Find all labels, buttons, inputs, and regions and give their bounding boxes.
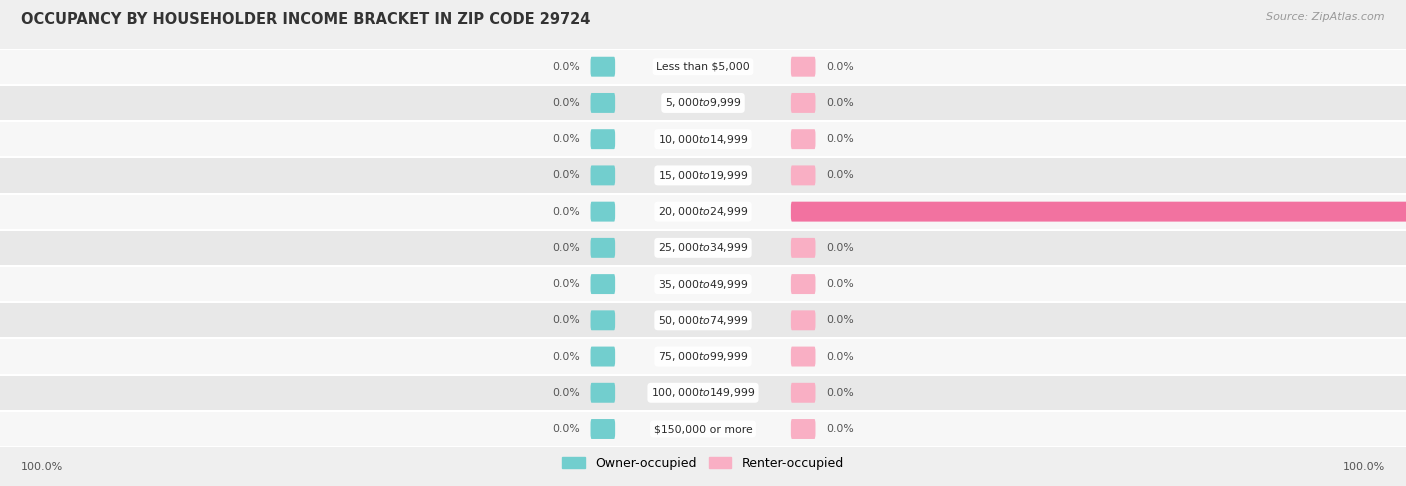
FancyBboxPatch shape: [591, 129, 616, 149]
Text: 0.0%: 0.0%: [553, 315, 581, 325]
Bar: [0, 49, 1406, 85]
Legend: Owner-occupied, Renter-occupied: Owner-occupied, Renter-occupied: [557, 452, 849, 475]
Text: 0.0%: 0.0%: [553, 279, 581, 289]
FancyBboxPatch shape: [790, 274, 815, 294]
Text: 0.0%: 0.0%: [827, 134, 853, 144]
Text: 0.0%: 0.0%: [553, 424, 581, 434]
FancyBboxPatch shape: [790, 238, 815, 258]
FancyBboxPatch shape: [790, 419, 815, 439]
FancyBboxPatch shape: [591, 202, 616, 222]
Bar: [0, 85, 1406, 121]
FancyBboxPatch shape: [591, 383, 616, 403]
Text: 0.0%: 0.0%: [553, 243, 581, 253]
Bar: [0, 411, 1406, 447]
FancyBboxPatch shape: [790, 57, 815, 77]
Text: 0.0%: 0.0%: [553, 207, 581, 217]
Text: 0.0%: 0.0%: [553, 134, 581, 144]
Text: 0.0%: 0.0%: [553, 351, 581, 362]
FancyBboxPatch shape: [790, 93, 815, 113]
Text: $35,000 to $49,999: $35,000 to $49,999: [658, 278, 748, 291]
Text: 0.0%: 0.0%: [827, 424, 853, 434]
Text: $25,000 to $34,999: $25,000 to $34,999: [658, 242, 748, 254]
Text: 0.0%: 0.0%: [827, 98, 853, 108]
Text: 0.0%: 0.0%: [827, 62, 853, 72]
Text: $10,000 to $14,999: $10,000 to $14,999: [658, 133, 748, 146]
Bar: [0, 121, 1406, 157]
Text: 0.0%: 0.0%: [553, 171, 581, 180]
FancyBboxPatch shape: [790, 383, 815, 403]
Text: 0.0%: 0.0%: [827, 279, 853, 289]
Bar: [0, 157, 1406, 193]
FancyBboxPatch shape: [591, 57, 616, 77]
Text: 0.0%: 0.0%: [827, 388, 853, 398]
FancyBboxPatch shape: [591, 419, 616, 439]
Text: 0.0%: 0.0%: [827, 171, 853, 180]
FancyBboxPatch shape: [591, 347, 616, 366]
Text: $100,000 to $149,999: $100,000 to $149,999: [651, 386, 755, 399]
Text: OCCUPANCY BY HOUSEHOLDER INCOME BRACKET IN ZIP CODE 29724: OCCUPANCY BY HOUSEHOLDER INCOME BRACKET …: [21, 12, 591, 27]
Text: $15,000 to $19,999: $15,000 to $19,999: [658, 169, 748, 182]
Bar: [0, 266, 1406, 302]
Text: Source: ZipAtlas.com: Source: ZipAtlas.com: [1267, 12, 1385, 22]
Text: 0.0%: 0.0%: [827, 315, 853, 325]
Text: 0.0%: 0.0%: [553, 98, 581, 108]
Text: Less than $5,000: Less than $5,000: [657, 62, 749, 72]
Text: 0.0%: 0.0%: [553, 62, 581, 72]
Bar: [0, 230, 1406, 266]
FancyBboxPatch shape: [790, 165, 815, 185]
Text: 0.0%: 0.0%: [827, 351, 853, 362]
Bar: [0, 193, 1406, 230]
FancyBboxPatch shape: [790, 129, 815, 149]
Text: 100.0%: 100.0%: [21, 462, 63, 471]
FancyBboxPatch shape: [591, 93, 616, 113]
Text: 0.0%: 0.0%: [553, 388, 581, 398]
Text: $75,000 to $99,999: $75,000 to $99,999: [658, 350, 748, 363]
FancyBboxPatch shape: [591, 311, 616, 330]
Text: $50,000 to $74,999: $50,000 to $74,999: [658, 314, 748, 327]
Bar: [0, 338, 1406, 375]
FancyBboxPatch shape: [790, 202, 1406, 222]
FancyBboxPatch shape: [591, 238, 616, 258]
Bar: [0, 302, 1406, 338]
Bar: [0, 375, 1406, 411]
FancyBboxPatch shape: [591, 274, 616, 294]
Text: 100.0%: 100.0%: [1343, 462, 1385, 471]
Text: 0.0%: 0.0%: [827, 243, 853, 253]
Text: $20,000 to $24,999: $20,000 to $24,999: [658, 205, 748, 218]
Text: $5,000 to $9,999: $5,000 to $9,999: [665, 96, 741, 109]
Text: $150,000 or more: $150,000 or more: [654, 424, 752, 434]
FancyBboxPatch shape: [591, 165, 616, 185]
FancyBboxPatch shape: [790, 311, 815, 330]
FancyBboxPatch shape: [790, 347, 815, 366]
